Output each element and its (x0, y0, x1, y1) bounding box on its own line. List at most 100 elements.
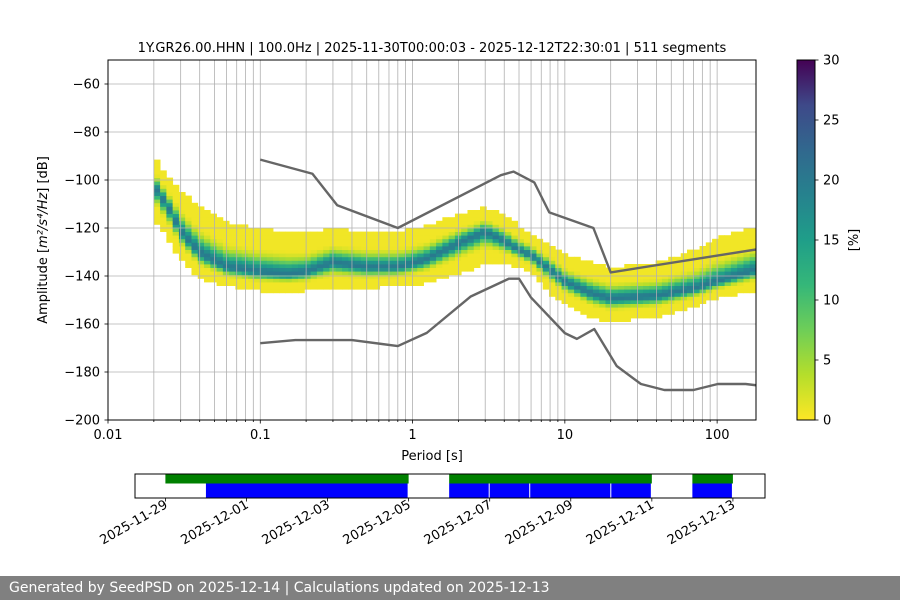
heatmap-cell (592, 300, 600, 304)
heatmap-cell (204, 224, 211, 229)
heatmap-cell (392, 249, 399, 254)
heatmap-cell (542, 278, 550, 283)
heatmap-cell (172, 235, 180, 240)
heatmap-cell (304, 285, 312, 290)
heatmap-cell (549, 285, 556, 290)
heatmap-cell (687, 292, 694, 297)
heatmap-cell (643, 285, 650, 290)
heatmap-cell (273, 238, 280, 243)
heatmap-cell (229, 274, 236, 279)
heatmap-cell (517, 242, 525, 247)
heatmap-cell (204, 228, 211, 232)
heatmap-cell (197, 271, 205, 276)
heatmap-cell (392, 256, 399, 261)
heatmap-cell (467, 249, 475, 254)
timeline-tick-label: 2025-12-11 (584, 497, 657, 548)
timeline-segment-bar (530, 483, 611, 498)
heatmap-cell (285, 271, 293, 276)
heatmap-cell (605, 274, 613, 279)
heatmap-cell (643, 300, 650, 304)
heatmap-cell (335, 231, 343, 236)
heatmap-cell (310, 260, 318, 265)
heatmap-cell (323, 246, 330, 250)
heatmap-cell (737, 289, 744, 294)
heatmap-cell (404, 253, 412, 258)
heatmap-cell (310, 274, 318, 279)
heatmap-cell (266, 242, 274, 247)
heatmap-cell (749, 264, 756, 268)
heatmap-cell (549, 249, 556, 254)
heatmap-cell (712, 292, 719, 297)
heatmap-cell (260, 253, 268, 258)
heatmap-cell (210, 267, 217, 272)
heatmap-cell (160, 174, 167, 178)
heatmap-cell (260, 246, 268, 250)
heatmap-cell (718, 264, 726, 268)
heatmap-cell (718, 278, 726, 283)
heatmap-cell (492, 253, 500, 258)
heatmap-cell (480, 206, 487, 211)
heatmap-cell (643, 314, 650, 319)
heatmap-cell (291, 285, 299, 290)
heatmap-cell (273, 242, 280, 247)
heatmap-cell (743, 253, 751, 258)
heatmap-cell (429, 274, 437, 279)
heatmap-cell (436, 228, 443, 232)
heatmap-cell (178, 235, 186, 240)
heatmap-cell (254, 260, 261, 265)
heatmap-cell (204, 213, 211, 218)
heatmap-cell (204, 274, 211, 279)
heatmap-cell (699, 267, 707, 272)
heatmap-cell (536, 264, 544, 268)
heatmap-cell (655, 289, 663, 294)
heatmap-cell (291, 264, 299, 268)
heatmap-cell (743, 267, 751, 272)
heatmap-cell (279, 242, 286, 247)
heatmap-cell (505, 228, 512, 232)
heatmap-cell (749, 282, 756, 286)
heatmap-cell (266, 260, 274, 265)
heatmap-cell (304, 274, 312, 279)
heatmap-cell (605, 307, 613, 312)
heatmap-cell (191, 249, 199, 254)
heatmap-cell (680, 296, 688, 301)
heatmap-cell (611, 303, 619, 308)
heatmap-cell (285, 238, 293, 243)
heatmap-cell (492, 256, 500, 261)
heatmap-cell (260, 260, 268, 265)
heatmap-cell (197, 235, 205, 240)
heatmap-cell (661, 307, 669, 312)
heatmap-cell (260, 242, 268, 247)
heatmap-cell (260, 285, 268, 290)
heatmap-cell (461, 213, 468, 218)
heatmap-cell (624, 318, 631, 322)
psd-figure: 1Y.GR26.00.HHN | 100.0Hz | 2025-11-30T00… (36, 41, 862, 548)
heatmap-cell (693, 282, 700, 286)
noise-model-nhnm (259, 158, 756, 274)
heatmap-cell (467, 260, 475, 265)
heatmap-cell (417, 260, 424, 265)
heatmap-cell (643, 307, 650, 312)
timeline-segment-bar (205, 483, 408, 498)
heatmap-cell (273, 264, 280, 268)
heatmap-cell (712, 249, 719, 254)
heatmap-cell (172, 238, 180, 243)
heatmap-cell (247, 253, 255, 258)
heatmap-cell (423, 274, 431, 279)
heatmap-cell (216, 282, 224, 286)
heatmap-cell (618, 303, 625, 308)
heatmap-cell (574, 292, 581, 297)
heatmap-cell (730, 253, 738, 258)
heatmap-cell (592, 289, 600, 294)
heatmap-cell (630, 264, 638, 268)
heatmap-cell (536, 260, 544, 265)
heatmap-cell (492, 217, 500, 222)
heatmap-cell (166, 195, 174, 200)
plot-frame (107, 59, 757, 421)
heatmap-cell (285, 289, 293, 294)
heatmap-cell (586, 278, 594, 283)
heatmap-cell (354, 274, 362, 279)
heatmap-cell (567, 282, 575, 286)
psd-plot-area: 0.01 0.1 1 10 100 −60 −80 −100 −120 −140 −160 −180… (36, 59, 757, 464)
heatmap-cell (166, 220, 174, 225)
